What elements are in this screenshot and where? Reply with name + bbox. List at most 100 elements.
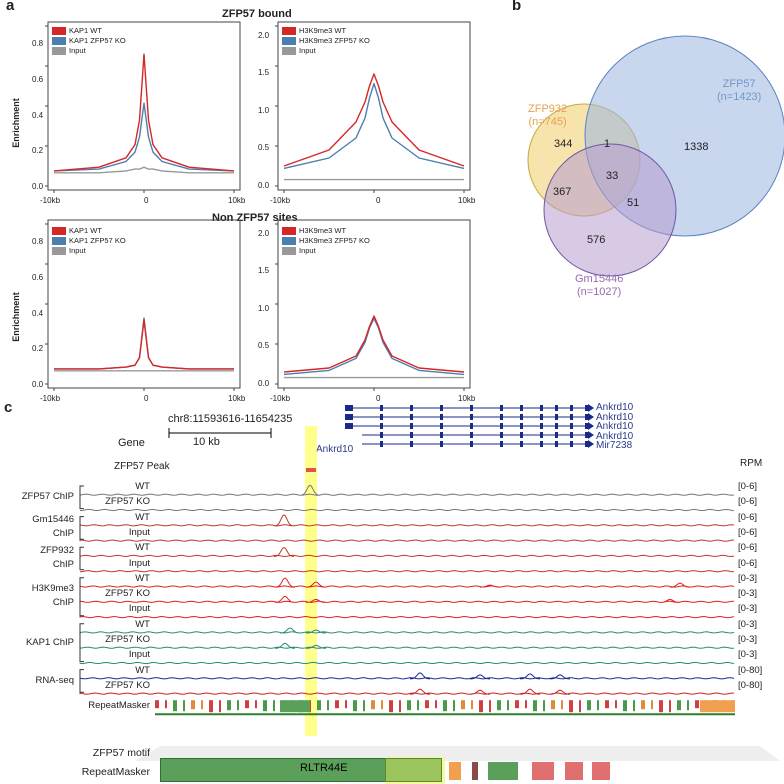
gene-exon — [440, 414, 443, 420]
repeat-element — [533, 700, 537, 712]
repeat-element — [651, 700, 653, 710]
gene-exon — [380, 414, 383, 420]
y-tick: 0.0 — [32, 380, 44, 389]
group-label: KAP1 ChIP — [25, 636, 74, 648]
gene-names-right: Ankrd10 Ankrd10 Ankrd10 Ankrd10 Mir7238 — [596, 403, 633, 451]
group-label: ChIP — [52, 596, 74, 608]
gene-exon — [470, 423, 473, 429]
gene-exon — [380, 423, 383, 429]
gene-exon — [410, 441, 413, 447]
group-bracket — [79, 485, 84, 510]
gene-exon — [555, 432, 558, 438]
venn-count-zfp57-gm: 51 — [627, 197, 640, 209]
repeat-element — [219, 700, 221, 713]
legend-swatch-wt — [282, 27, 296, 35]
y-tick: 0.4 — [32, 309, 44, 318]
track-range: [0-3] — [738, 588, 758, 600]
gene-exon — [540, 432, 543, 438]
gene-exon — [440, 432, 443, 438]
gene-exon — [585, 432, 588, 438]
gene-exon — [410, 414, 413, 420]
group-bracket — [79, 577, 84, 617]
legend-kap1-nonbound: KAP1 WT KAP1 ZFP57 KO Input — [52, 226, 126, 256]
group-label: H3K9me3 — [31, 582, 74, 594]
y-tick: 0.8 — [32, 39, 44, 48]
gene-arrow — [588, 431, 594, 439]
gene-exon — [520, 423, 523, 429]
repeat-element — [489, 700, 491, 713]
gene-name: Mir7238 — [596, 440, 633, 452]
track-signal — [79, 577, 735, 588]
repeat-rltr44e-right — [385, 758, 442, 782]
repeat-element — [273, 700, 275, 712]
repeat-element — [237, 700, 239, 711]
venn-count-zfp932-zfp57: 1 — [604, 138, 611, 150]
x-tick: 10kb — [228, 394, 246, 403]
group-label: ChIP — [52, 527, 74, 539]
gene-exon — [500, 432, 503, 438]
repeat-element — [479, 700, 483, 713]
x-tick: 0 — [376, 394, 381, 403]
y-tick: 0.4 — [32, 111, 44, 120]
venn-count-gm-only: 576 — [587, 234, 606, 246]
gene-exon — [410, 423, 413, 429]
plot-kap1-nonbound — [45, 219, 241, 391]
repeat-element — [363, 700, 365, 712]
gene-exons — [345, 404, 594, 448]
legend-swatch-wt — [282, 227, 296, 235]
plot-h3k9me3-nonbound — [275, 219, 471, 391]
legend-swatch-ko — [282, 37, 296, 45]
y-tick: 0.0 — [258, 379, 270, 388]
venn-count-all-three: 33 — [606, 170, 619, 182]
repeat-element — [227, 700, 231, 711]
repeat-element — [165, 700, 167, 709]
panel-a-top-title: ZFP57 bound — [222, 8, 292, 20]
x-tick: -10kb — [40, 394, 61, 403]
repeat-element — [461, 700, 465, 710]
gene-exon — [520, 405, 523, 411]
repeat-element — [407, 700, 411, 711]
gene-arrow — [588, 422, 594, 430]
track-range: [0-3] — [738, 649, 758, 661]
repeat-element — [353, 700, 357, 712]
track-signal — [79, 642, 734, 649]
track-range: [0-3] — [738, 618, 758, 630]
venn-count-zfp932-only: 344 — [554, 138, 573, 150]
track-range: [0-3] — [738, 603, 758, 615]
gene-exon — [470, 432, 473, 438]
repeat-element — [399, 700, 401, 713]
legend-swatch-ko — [282, 237, 296, 245]
x-tick: 10kb — [458, 196, 476, 205]
repeat-element — [381, 700, 383, 710]
venn-label-gm15446: Gm15446 (n=1027) — [575, 273, 624, 298]
track-signal — [79, 539, 735, 542]
gene-exon — [440, 405, 443, 411]
gene-exon — [555, 405, 558, 411]
gene-exon — [555, 441, 558, 447]
highlight-band — [305, 426, 317, 736]
y-tick: 0.8 — [32, 237, 44, 246]
legend-label: H3K9me3 ZFP57 KO — [299, 36, 370, 45]
repeat-element — [669, 700, 671, 713]
track-range: [0-6] — [738, 496, 758, 508]
repeat-element — [155, 700, 159, 709]
gene-exon — [540, 441, 543, 447]
group-bracket — [79, 669, 84, 693]
gene-name: Ankrd10 — [596, 402, 634, 413]
repeat-lx8 — [449, 762, 461, 780]
y-tick: 1.5 — [258, 68, 270, 77]
venn-count-zfp57-only: 1338 — [684, 141, 709, 153]
group-label: ZFP932 — [40, 544, 74, 556]
gene-exon — [585, 414, 588, 420]
track-signal — [79, 595, 735, 603]
gene-label: Gene — [118, 437, 145, 449]
repeat-element — [201, 700, 203, 710]
gene-name-left: Ankrd10 — [316, 444, 354, 455]
y-tick: 0.5 — [258, 143, 270, 152]
track-range: [0-6] — [738, 557, 758, 569]
gene-exon — [470, 405, 473, 411]
track-row-label: WT — [135, 618, 150, 630]
gene-exon — [570, 441, 573, 447]
gene-exon — [520, 432, 523, 438]
legend-label: H3K9me3 ZFP57 KO — [299, 236, 370, 245]
